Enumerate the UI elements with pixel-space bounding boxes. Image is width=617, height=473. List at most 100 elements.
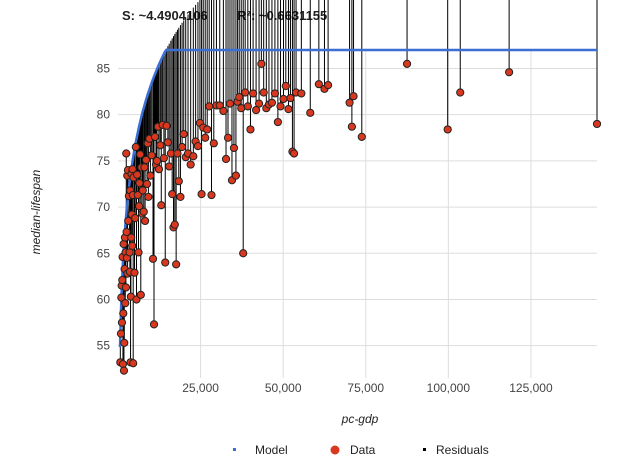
legend-model-label: Model <box>255 443 288 457</box>
data-point <box>203 125 212 134</box>
x-tick-label: 25,000 <box>182 381 219 395</box>
data-point <box>241 88 250 97</box>
data-point <box>170 220 179 229</box>
legend-residuals-swatch <box>423 448 426 451</box>
data-point <box>345 98 354 107</box>
y-tick-label: 60 <box>97 292 111 306</box>
data-point <box>122 149 131 158</box>
data-point <box>172 260 181 269</box>
y-tick-label: 85 <box>97 61 111 75</box>
data-point <box>243 102 252 111</box>
data-point <box>129 359 138 368</box>
data-point <box>259 88 268 97</box>
legend-data-label: Data <box>350 443 376 457</box>
data-point <box>276 102 285 111</box>
x-tick-label: 50,000 <box>265 381 302 395</box>
data-point <box>134 248 143 257</box>
x-tick-label: 100,000 <box>427 381 471 395</box>
data-point <box>443 125 452 134</box>
data-point <box>273 117 282 127</box>
data-point <box>165 162 174 171</box>
data-point <box>246 125 255 134</box>
data-point <box>239 249 248 258</box>
data-point <box>279 94 288 104</box>
data-point <box>139 207 148 216</box>
data-point <box>156 141 165 150</box>
data-point <box>592 119 602 129</box>
x-tick-label: 75,000 <box>347 381 384 395</box>
data-point <box>402 59 412 68</box>
gridlines <box>118 50 597 378</box>
data-point <box>136 290 145 299</box>
data-point <box>120 338 129 347</box>
data-point <box>150 132 160 141</box>
data-point <box>119 309 128 318</box>
data-point <box>209 139 218 148</box>
data-point <box>235 93 244 102</box>
data-point <box>131 142 140 152</box>
data-point <box>117 293 126 302</box>
data-point <box>133 170 142 179</box>
legend-item-residuals: Residuals <box>423 443 489 457</box>
data-point <box>159 154 169 163</box>
data-point <box>127 233 136 242</box>
data-point <box>154 165 164 174</box>
data-point <box>281 81 290 91</box>
data-point <box>186 160 195 169</box>
fit-statistics: S: ~4.4904106 R²: ~0.6631155 <box>122 8 353 23</box>
s-statistic: S: ~4.4904106 <box>122 8 208 23</box>
data-point <box>138 186 147 195</box>
data-point <box>297 89 306 98</box>
data-point <box>173 149 182 158</box>
data-point <box>136 150 145 159</box>
y-tick-label: 55 <box>97 339 111 353</box>
data-points <box>116 59 602 375</box>
data-point <box>168 190 177 199</box>
data-point <box>237 104 246 113</box>
data-point <box>121 283 131 292</box>
data-point <box>225 99 235 108</box>
data-point <box>128 241 137 250</box>
legend-item-model: Model <box>233 443 288 457</box>
data-point <box>146 171 155 180</box>
data-point <box>118 275 127 285</box>
data-point <box>215 101 224 110</box>
data-point <box>174 177 183 186</box>
legend-model-swatch <box>233 448 236 451</box>
data-point <box>314 80 323 89</box>
data-point <box>140 163 149 172</box>
data-point <box>270 89 280 98</box>
data-point <box>128 165 137 174</box>
data-point <box>163 138 172 147</box>
data-point <box>286 93 295 103</box>
data-point <box>349 92 358 101</box>
data-point <box>148 254 158 263</box>
data-point <box>201 133 210 142</box>
data-point <box>249 89 258 98</box>
model-line <box>118 48 597 348</box>
legend: Model Data Residuals <box>233 443 489 457</box>
data-point <box>149 320 159 329</box>
data-point <box>267 98 277 107</box>
legend-item-data: Data <box>330 443 376 457</box>
data-point <box>289 149 299 158</box>
data-point <box>147 151 156 160</box>
data-point <box>323 81 333 90</box>
data-point <box>347 122 356 131</box>
data-point <box>131 214 140 223</box>
data-point <box>124 216 133 226</box>
x-axis-title: pc-gdp <box>341 412 379 426</box>
r-squared-statistic: R²: ~0.6631155 <box>237 8 328 23</box>
legend-residuals-label: Residuals <box>436 443 489 457</box>
data-point <box>117 318 127 327</box>
data-point <box>176 192 185 202</box>
data-point <box>152 156 162 165</box>
data-point <box>254 99 264 108</box>
data-point <box>219 106 228 116</box>
data-point <box>157 201 166 210</box>
data-point <box>306 108 315 117</box>
data-point <box>135 178 144 188</box>
data-point <box>141 155 151 165</box>
data-point <box>121 299 130 308</box>
